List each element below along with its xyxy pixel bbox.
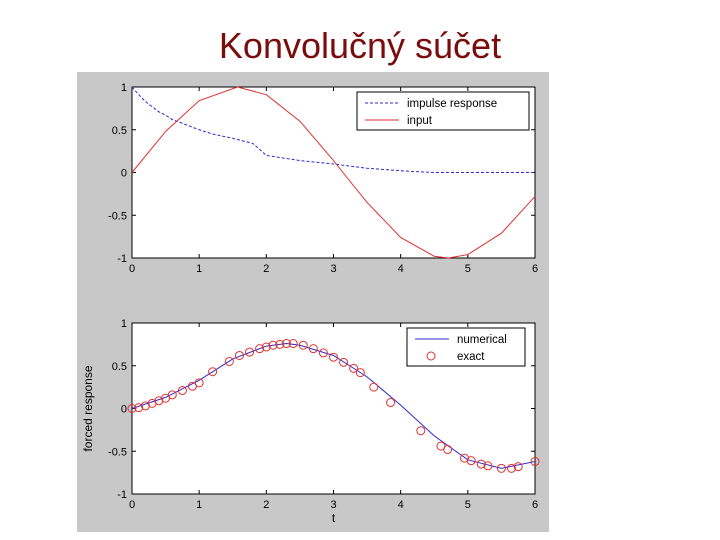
- x-tick-label: 4: [398, 499, 404, 511]
- exact-point: [275, 339, 285, 349]
- y-tick-label: -1: [117, 253, 127, 265]
- legend-box: [356, 91, 530, 131]
- legend-input-label: input: [407, 115, 433, 127]
- y-tick-label: 0.5: [112, 125, 127, 137]
- exact-point: [318, 348, 328, 358]
- impulse-response-line: [131, 86, 535, 173]
- y-tick-label: 1: [121, 318, 127, 330]
- y-axis-label: forced response: [81, 365, 95, 451]
- x-axis-label: t: [332, 511, 336, 525]
- x-tick-label: 0: [129, 263, 135, 275]
- x-tick-label: 3: [330, 499, 336, 511]
- exact-point: [127, 404, 137, 413]
- x-tick-label: 6: [532, 499, 538, 511]
- legend-impulse-response-label: impulse response: [407, 98, 497, 110]
- exact-point: [167, 390, 177, 400]
- x-tick-label: 2: [263, 263, 269, 275]
- legend-numerical-label: numerical: [457, 334, 507, 346]
- y-tick-label: -1: [117, 489, 127, 501]
- exact-point: [339, 357, 349, 367]
- exact-point: [443, 445, 453, 455]
- y-tick-label: 0.5: [112, 361, 127, 373]
- x-tick-label: 4: [398, 263, 404, 275]
- exact-point: [355, 368, 365, 378]
- exact-point: [386, 398, 396, 408]
- exact-point: [483, 461, 493, 471]
- x-tick-label: 1: [196, 263, 202, 275]
- exact-point: [298, 340, 308, 350]
- exact-point: [245, 347, 255, 357]
- exact-point: [513, 462, 523, 472]
- exact-point: [288, 339, 298, 349]
- exact-point: [255, 344, 265, 354]
- x-tick-label: 6: [532, 263, 538, 275]
- input-line: [131, 86, 536, 259]
- exact-point: [416, 426, 426, 436]
- legend-box: [406, 327, 526, 367]
- bottom-plot: 0 1 2 3 4 5 6 -1 -0.5 0 0.5 1 t forced response numeri…: [81, 318, 540, 525]
- exact-point: [281, 339, 291, 349]
- exact-point: [208, 367, 218, 377]
- x-tick-label: 5: [465, 263, 471, 275]
- legend-exact-marker: [426, 351, 436, 361]
- exact-point: [134, 403, 144, 413]
- x-tick-label: 5: [465, 499, 471, 511]
- y-tick-label: -0.5: [108, 210, 127, 222]
- y-tick-label: -0.5: [108, 446, 127, 458]
- exact-point: [506, 463, 516, 473]
- y-tick-label: 0: [121, 168, 127, 180]
- x-tick-label: 3: [330, 263, 336, 275]
- top-plot: 0 1 2 3 4 5 6 -1 -0.5 0 0.5 1 impulse response input: [108, 82, 538, 275]
- exact-point: [261, 342, 271, 352]
- legend-exact-label: exact: [457, 351, 485, 363]
- exact-point: [194, 378, 204, 388]
- exact-point: [177, 386, 187, 396]
- exact-point: [476, 459, 486, 469]
- exact-point: [234, 350, 244, 360]
- exact-point: [224, 356, 234, 366]
- exact-point: [530, 457, 540, 467]
- exact-point: [308, 344, 318, 354]
- x-tick-label: 0: [129, 499, 135, 511]
- y-tick-label: 0: [121, 404, 127, 416]
- slide-title: Konvolučný súčet: [218, 25, 502, 66]
- x-tick-label: 2: [263, 499, 269, 511]
- exact-point: [466, 456, 476, 466]
- y-tick-label: 1: [121, 82, 127, 94]
- exact-point: [496, 463, 506, 473]
- exact-point: [349, 363, 359, 373]
- x-tick-label: 1: [196, 499, 202, 511]
- exact-point: [369, 382, 379, 392]
- exact-point: [329, 352, 338, 362]
- exact-point: [268, 340, 278, 350]
